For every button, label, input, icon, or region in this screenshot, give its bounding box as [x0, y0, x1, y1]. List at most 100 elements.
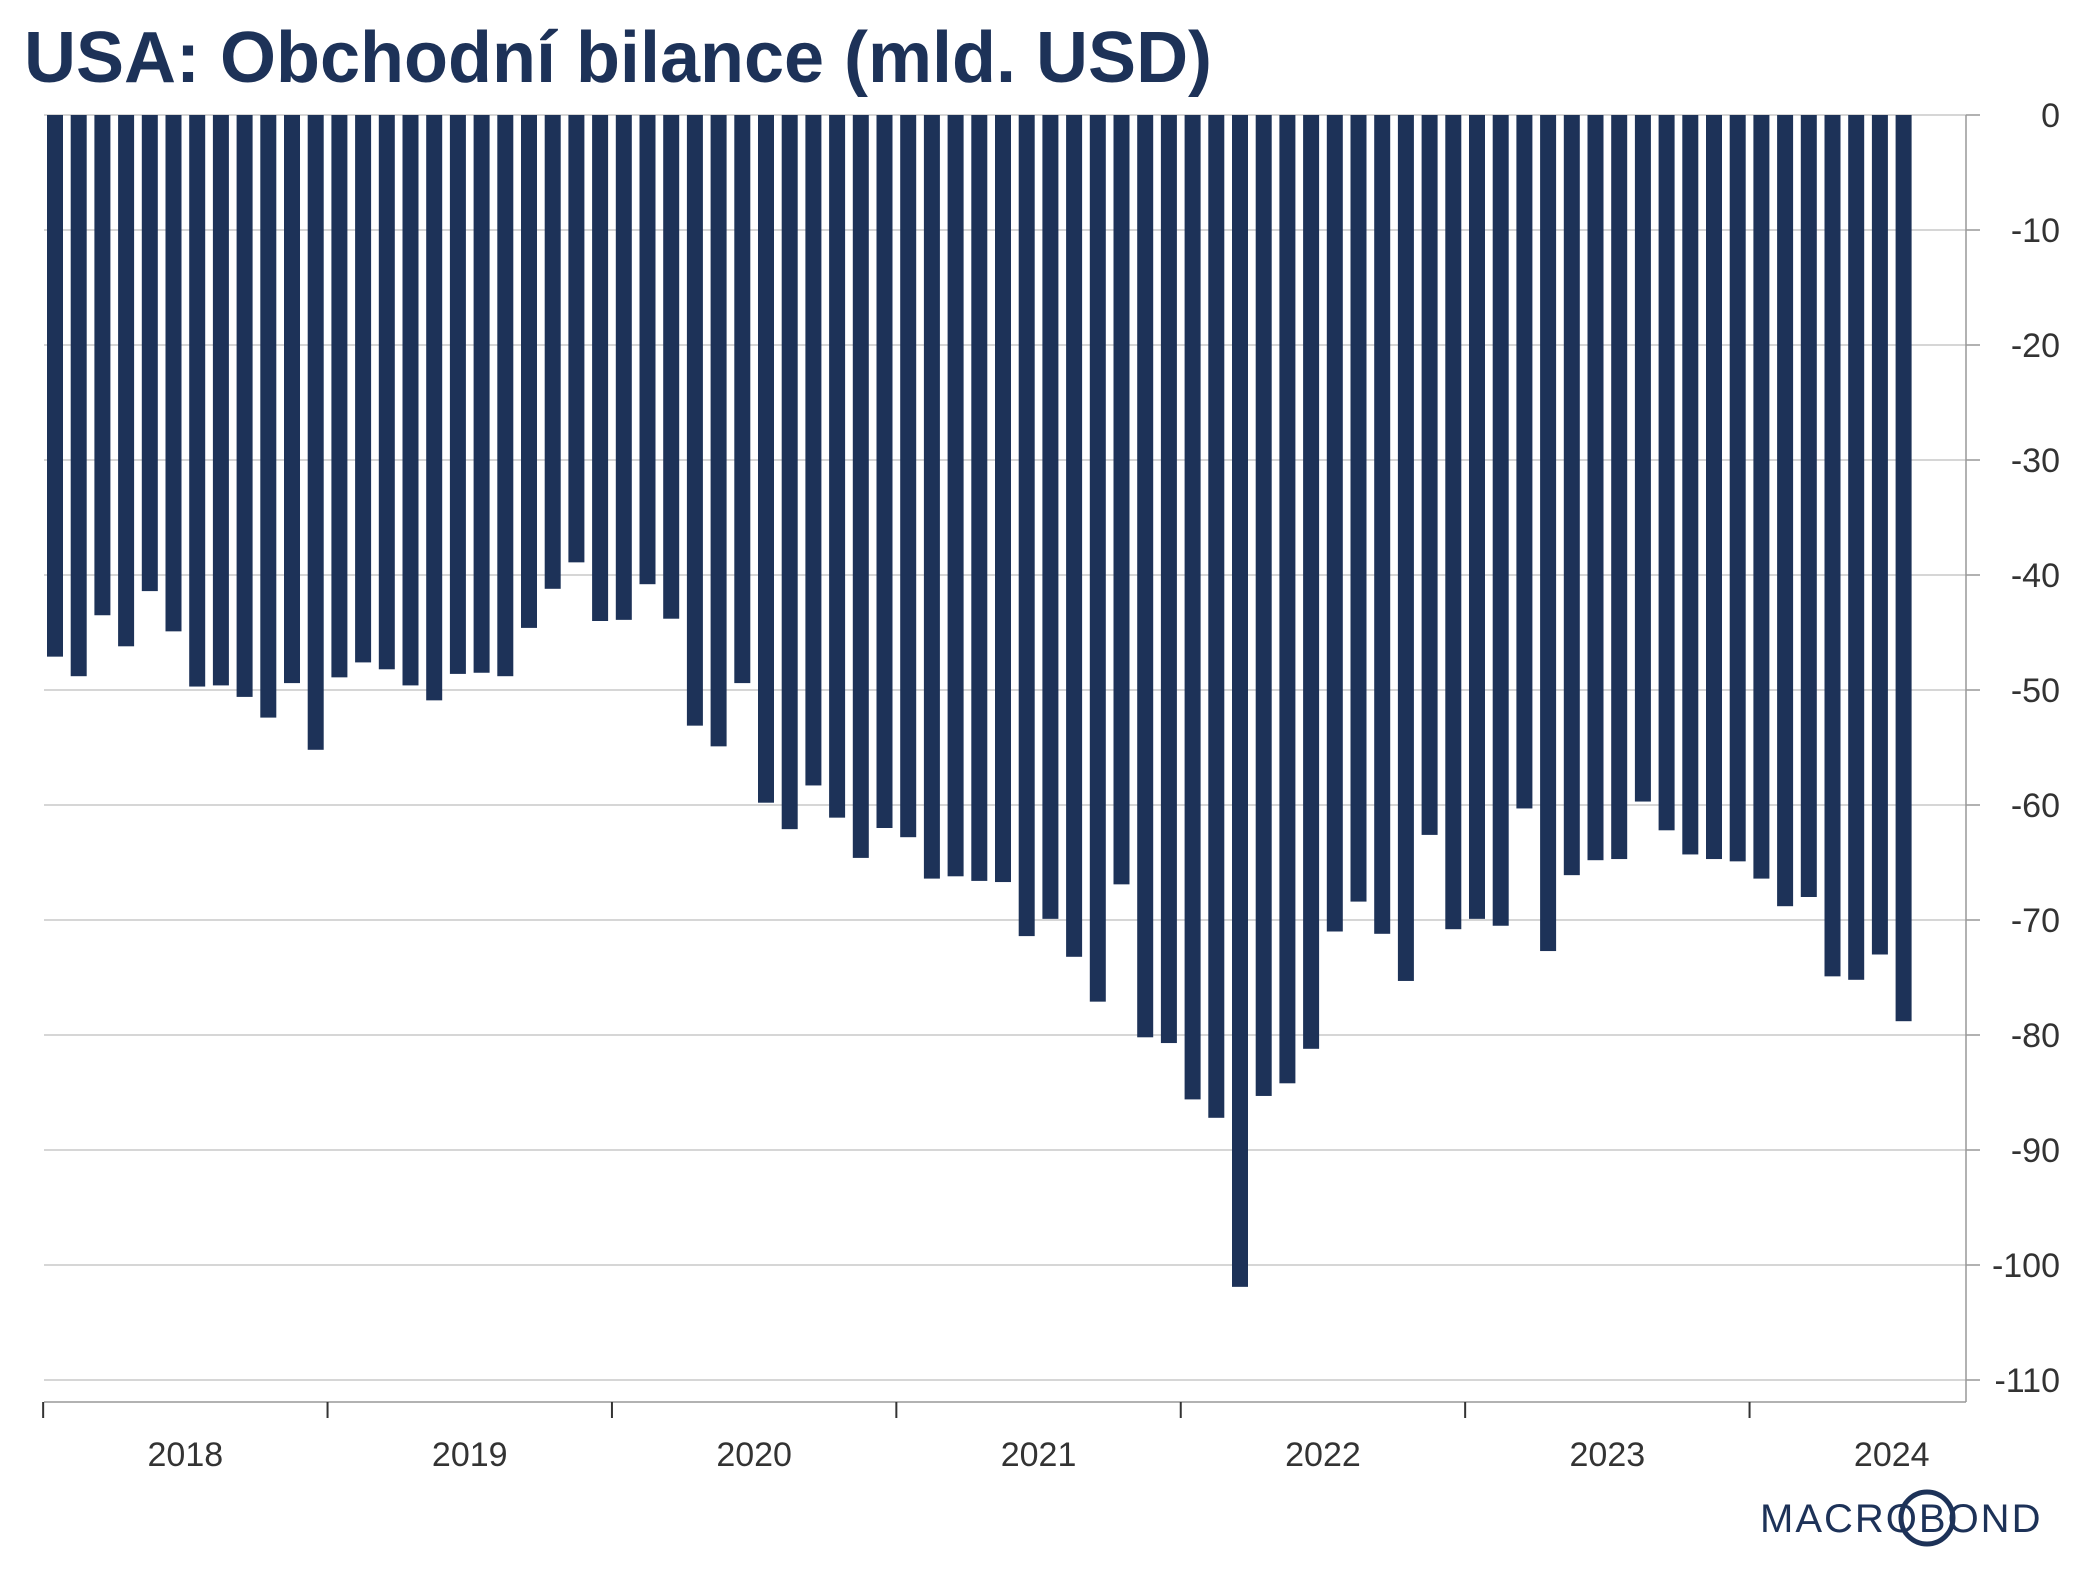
bar: [1563, 115, 1580, 876]
bar: [1729, 115, 1746, 862]
bar: [260, 115, 277, 718]
bar: [1066, 115, 1083, 957]
bar: [710, 115, 727, 747]
bar: [1824, 115, 1841, 977]
bar: [923, 115, 940, 879]
y-tick-label: -20: [2011, 327, 2060, 365]
bar: [592, 115, 609, 621]
y-tick-label: -30: [2011, 442, 2060, 480]
x-tick-label: 2023: [1570, 1436, 1646, 1474]
bar: [426, 115, 443, 701]
bar: [663, 115, 680, 619]
x-tick-label: 2019: [432, 1436, 508, 1474]
bar: [734, 115, 751, 684]
bar: [449, 115, 466, 674]
bar: [1350, 115, 1367, 902]
bar: [1516, 115, 1533, 809]
chart-title: USA: Obchodní bilance (mld. USD): [24, 18, 1213, 98]
y-tick-label: -100: [1992, 1247, 2060, 1285]
bar: [1089, 115, 1106, 1002]
bar: [1800, 115, 1817, 897]
bar: [1445, 115, 1462, 930]
logo-ring-icon: [1898, 1489, 1956, 1547]
bar: [212, 115, 229, 686]
bar: [1634, 115, 1651, 802]
x-tick-label: 2018: [148, 1436, 224, 1474]
y-tick-label: 0: [2041, 97, 2060, 135]
bar: [1255, 115, 1272, 1096]
bar: [615, 115, 632, 620]
y-tick-label: -40: [2011, 557, 2060, 595]
y-tick-label: -50: [2011, 672, 2060, 710]
bar: [781, 115, 798, 830]
bar: [639, 115, 656, 585]
y-tick-label: -110: [1994, 1362, 2060, 1400]
bar: [118, 115, 135, 647]
bar: [47, 115, 63, 657]
x-tick-label: 2020: [716, 1436, 792, 1474]
bar: [568, 115, 585, 563]
y-tick-label: -10: [2011, 212, 2060, 250]
bar: [378, 115, 395, 670]
bar: [1540, 115, 1557, 952]
bar: [1374, 115, 1391, 934]
bar: [307, 115, 324, 750]
bar: [1848, 115, 1865, 980]
bar: [1113, 115, 1130, 885]
bar: [1753, 115, 1770, 879]
bar: [1326, 115, 1343, 932]
bar: [1397, 115, 1414, 981]
bar: [1895, 115, 1912, 1022]
bar: [1232, 115, 1248, 1287]
y-tick-label: -80: [2011, 1017, 2060, 1055]
bar: [995, 115, 1011, 883]
bar: [900, 115, 917, 838]
bar: [1279, 115, 1296, 1084]
bar: [544, 115, 561, 589]
bar: [141, 115, 158, 592]
macrobond-logo: MACROBOND: [1760, 1489, 2040, 1547]
bar: [1492, 115, 1509, 926]
bar: [1042, 115, 1059, 919]
bar: [1303, 115, 1320, 1049]
bar: [521, 115, 537, 628]
bar: [805, 115, 822, 786]
bar: [497, 115, 514, 677]
bar: [1611, 115, 1628, 860]
bar: [284, 115, 300, 684]
bar: [355, 115, 372, 663]
bar: [1871, 115, 1888, 955]
x-tick-label: 2022: [1285, 1436, 1361, 1474]
bar: [686, 115, 703, 726]
bar: [1777, 115, 1794, 907]
bar: [1682, 115, 1699, 855]
bar: [1184, 115, 1201, 1100]
bar: [331, 115, 348, 678]
bar: [971, 115, 988, 881]
bar: [876, 115, 893, 828]
y-tick-label: -60: [2011, 787, 2060, 825]
bar: [473, 115, 490, 673]
bar: [947, 115, 964, 877]
y-tick-label: -70: [2011, 902, 2060, 940]
bar: [402, 115, 419, 686]
bar: [758, 115, 774, 803]
bar: [1137, 115, 1154, 1038]
bar: [852, 115, 869, 858]
bar: [1706, 115, 1722, 860]
bar: [1469, 115, 1485, 919]
axes: [42, 114, 1980, 1418]
y-tick-labels: 0 -10 -20 -30 -40 -50 -60 -70 -80 -90 -100 -110: [1992, 97, 2060, 1400]
bar: [1208, 115, 1225, 1118]
bar: [236, 115, 253, 697]
y-tick-label: -90: [2011, 1132, 2060, 1170]
x-tick-labels: 2018 2019 2020 2021 2022 2023 2024: [148, 1436, 1930, 1474]
x-tick-label: 2021: [1001, 1436, 1077, 1474]
bar: [1421, 115, 1438, 835]
bar: [829, 115, 846, 818]
bar: [70, 115, 87, 677]
bar: [165, 115, 182, 632]
bars: [47, 115, 1912, 1287]
bar: [1587, 115, 1604, 861]
